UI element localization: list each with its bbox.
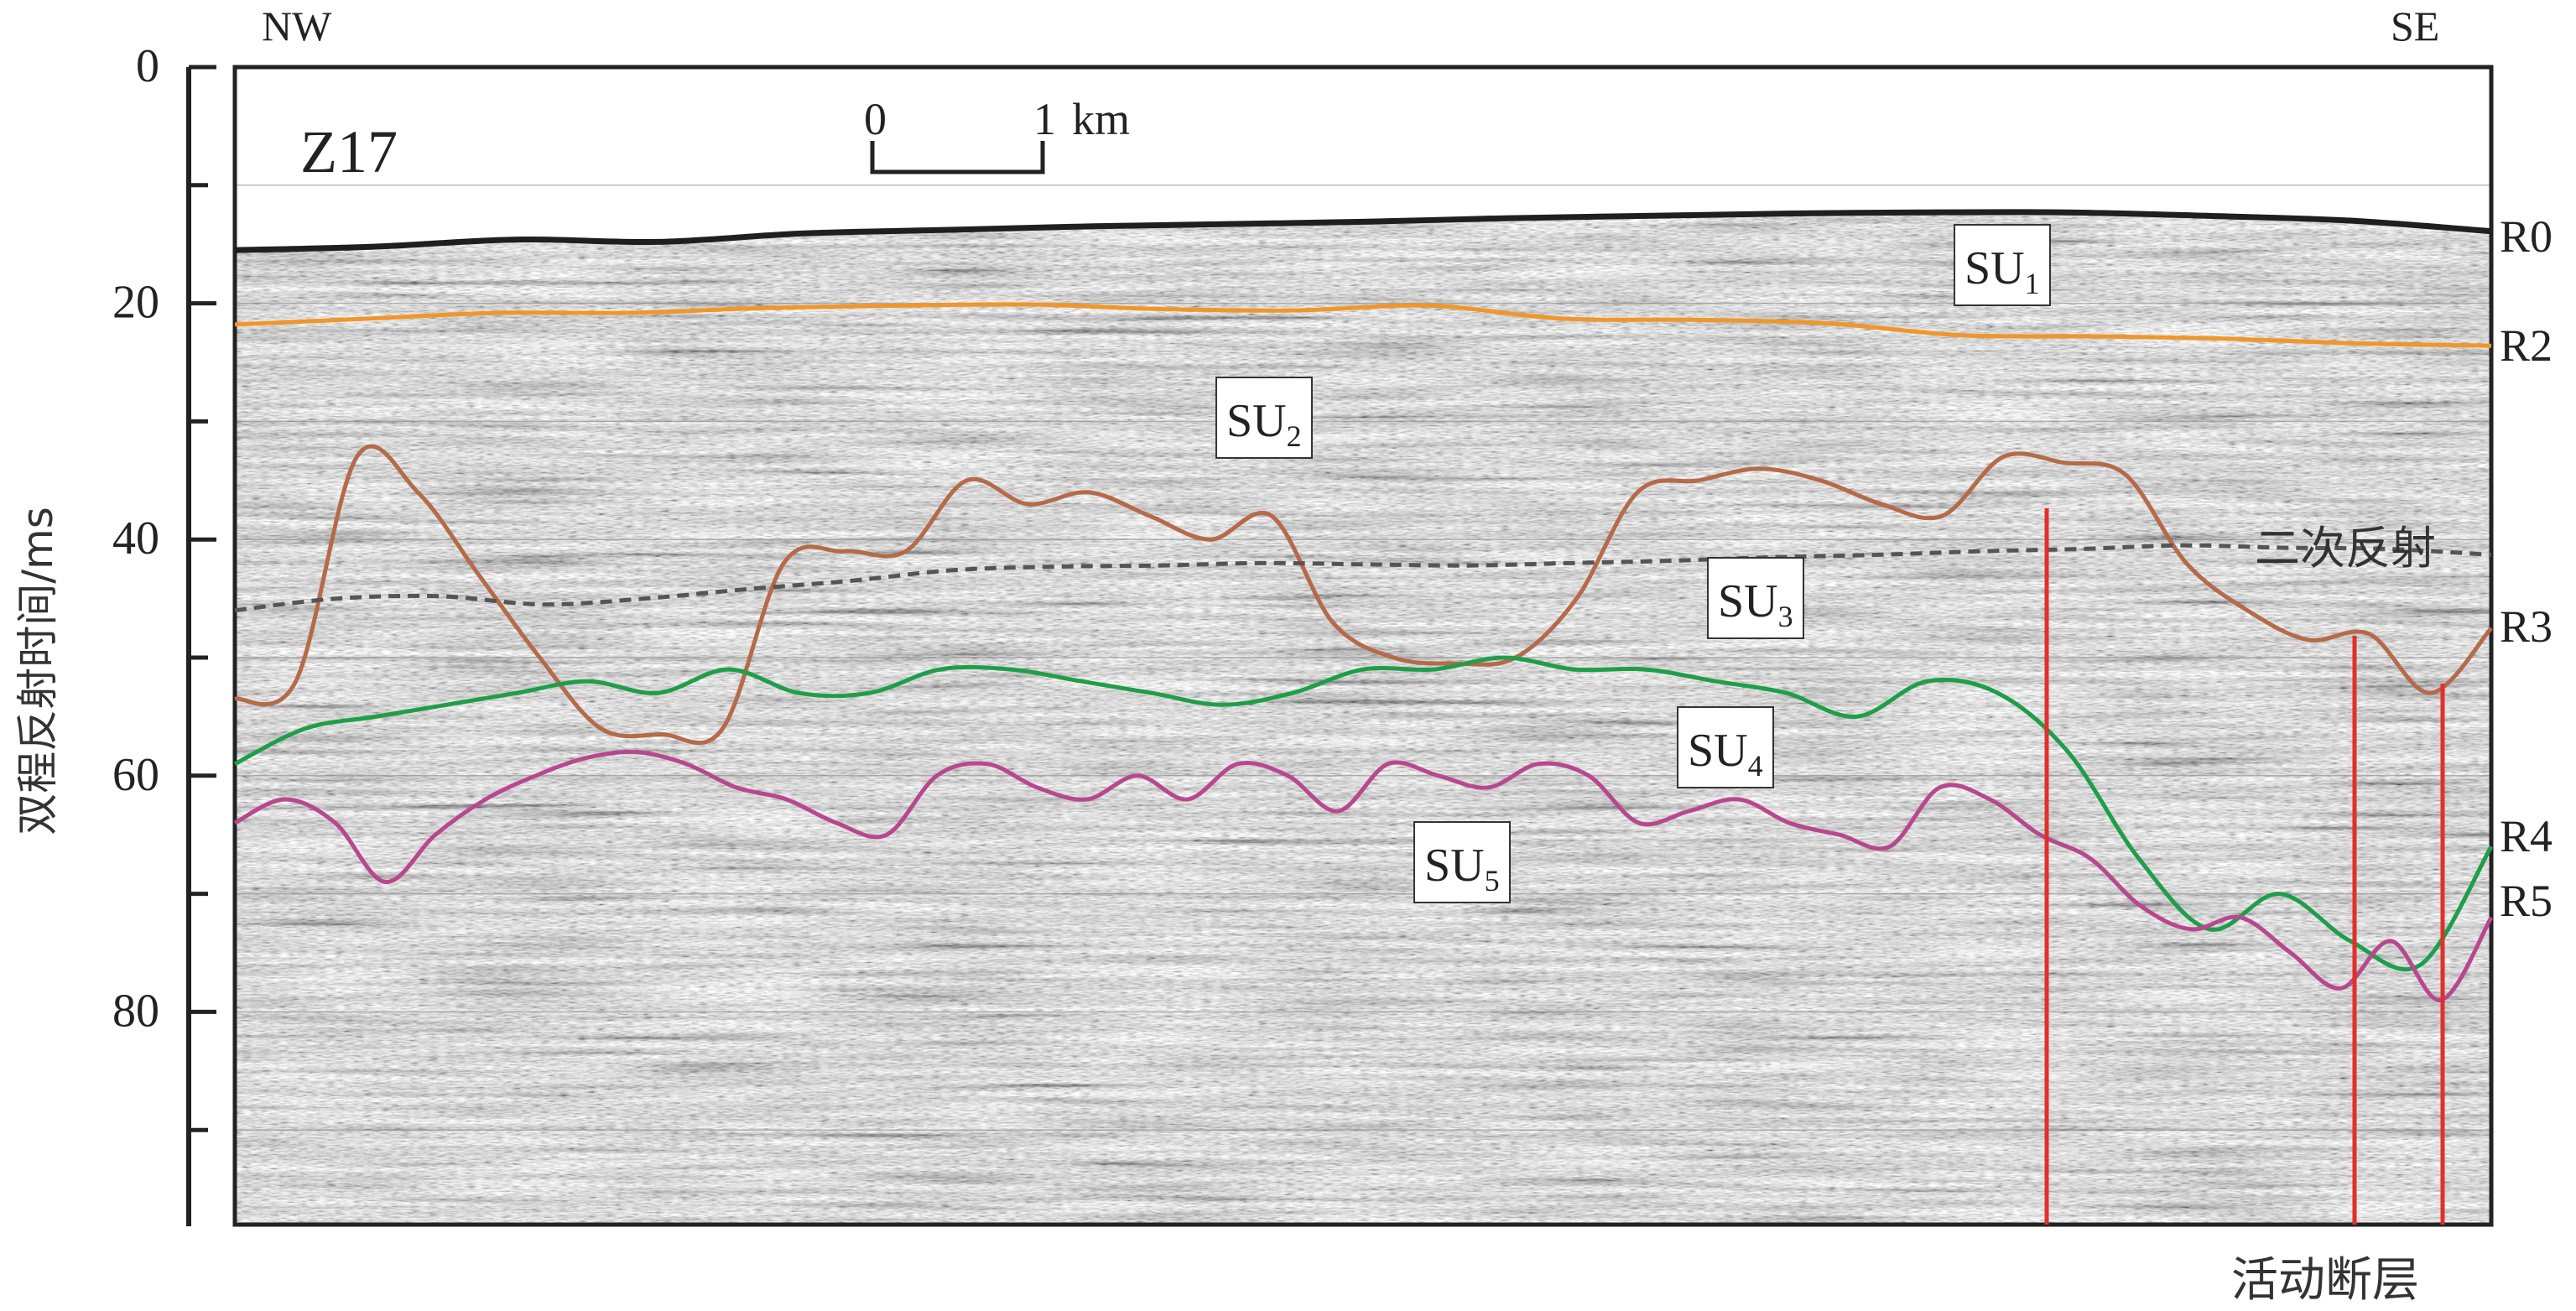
time-gridlines [235, 185, 2491, 1131]
scale-bar-start: 0 [864, 94, 887, 144]
svg-text:SU3: SU3 [1718, 575, 1793, 633]
y-axis-label: 双程反射时间/ms [13, 507, 62, 835]
horizon-r0 [234, 209, 2492, 253]
svg-text:SU2: SU2 [1226, 395, 1302, 453]
horizon-label-r0: R0 [2500, 211, 2553, 262]
unit-label-su3: SU3 [1707, 557, 1804, 639]
unit-label-su5: SU5 [1413, 821, 1511, 903]
orientation-left: NW [262, 3, 332, 49]
orientation-right: SE [2391, 3, 2439, 49]
reverberation-label: 二次反射 [2255, 522, 2436, 575]
horizon-label-r3: R3 [2500, 601, 2553, 652]
profile-id: Z17 [300, 118, 398, 185]
y-axis-tick-label: 60 [112, 749, 159, 801]
horizon-r4 [233, 655, 2494, 972]
horizon-label-r5: R5 [2500, 876, 2553, 926]
svg-text:SU1: SU1 [1965, 242, 2040, 300]
unit-label-su4: SU4 [1677, 706, 1774, 788]
horizon-r3 [234, 444, 2493, 746]
fault-label: 活动断层 [2231, 1253, 2419, 1308]
y-axis-ticks [189, 65, 216, 1132]
horizon-labels: R0 R2 R3 R4 R5 [2500, 211, 2553, 926]
reverberation-line [234, 543, 2492, 613]
scale-bar: 0 1 km [864, 94, 1130, 174]
y-axis-tick-label: 80 [112, 985, 159, 1037]
y-axis-tick-label: 0 [136, 40, 159, 92]
unit-label-su2: SU2 [1215, 377, 1313, 459]
y-axis: 0 20 40 60 80 双程反射时间/ms [13, 40, 216, 1226]
svg-text:SU4: SU4 [1688, 725, 1763, 783]
plot-frame [232, 65, 2494, 1227]
y-axis-tick-label: 20 [112, 277, 159, 329]
horizon-r2 [234, 302, 2492, 348]
y-axis-tick-label: 40 [112, 512, 159, 564]
horizon-label-r2: R2 [2500, 320, 2553, 371]
horizon-label-r4: R4 [2500, 811, 2553, 861]
horizon-r5 [233, 749, 2494, 1002]
svg-text:SU5: SU5 [1424, 840, 1500, 897]
y-axis-tick-labels: 0 20 40 60 80 [112, 40, 159, 1037]
unit-label-su1: SU1 [1954, 224, 2051, 306]
horizon-lines [233, 209, 2494, 1002]
scale-bar-unit: km [1072, 94, 1130, 144]
fault-lines [2044, 508, 2445, 1225]
scale-bar-end: 1 [1033, 94, 1056, 144]
water-column [235, 67, 2491, 251]
